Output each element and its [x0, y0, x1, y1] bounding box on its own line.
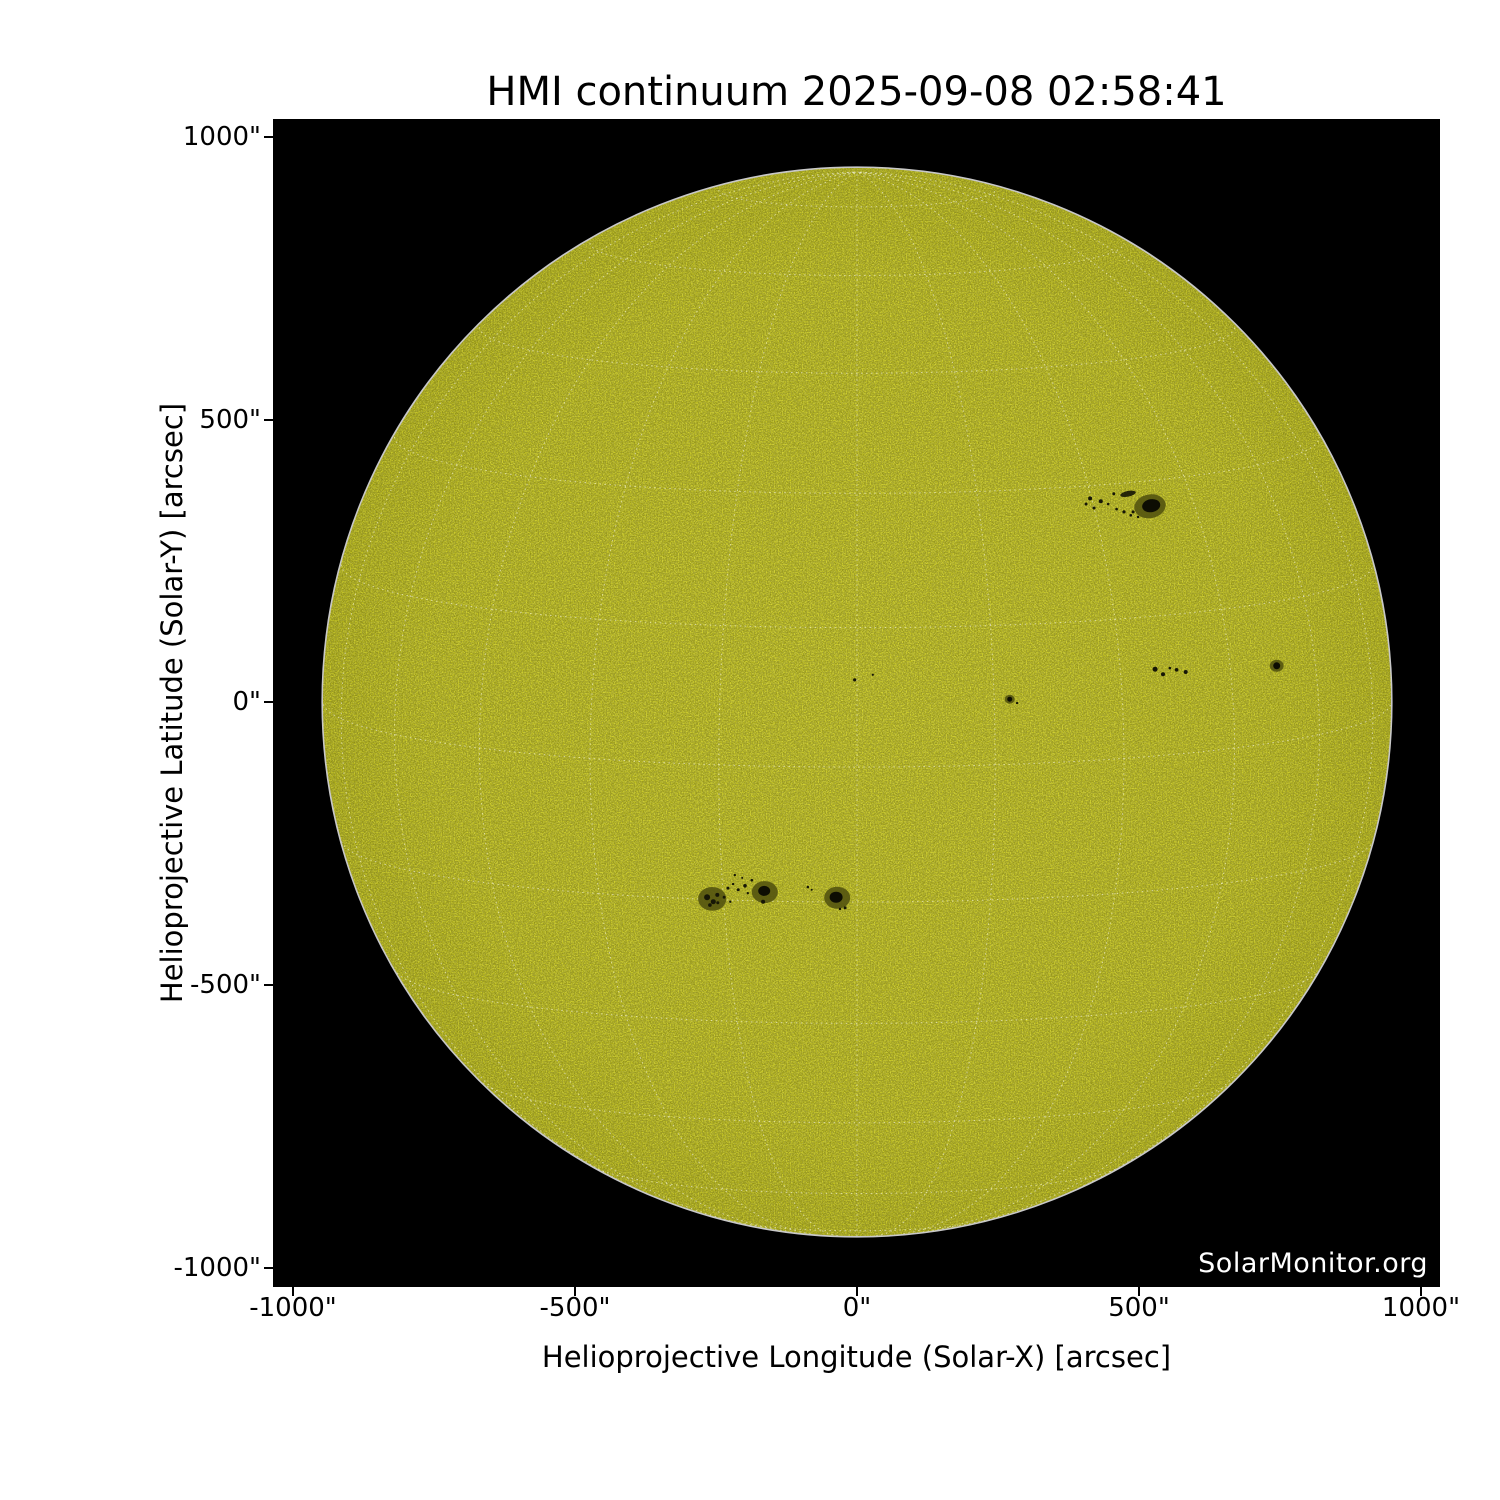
- sunspot-pore: [1115, 507, 1118, 511]
- y-tick-label: -1000": [173, 1253, 261, 1283]
- sunspot-group-disk-center-pores: [853, 673, 874, 682]
- sunspot-umbra: [829, 891, 843, 903]
- sunspot-pore: [736, 888, 740, 892]
- sunspot-group-east-pore-cluster: [1152, 666, 1188, 677]
- y-tick-mark: [264, 136, 273, 138]
- sunspot-pore: [761, 899, 766, 904]
- sunspot-pore: [729, 900, 732, 903]
- sunspot-pore: [1098, 499, 1103, 504]
- sunspot-pore: [1174, 668, 1179, 672]
- sunspot-pore: [1161, 672, 1165, 677]
- x-axis-label: Helioprojective Longitude (Solar-X) [arc…: [541, 1340, 1172, 1374]
- sunspot-pore: [1136, 515, 1140, 519]
- y-tick-mark: [264, 984, 273, 986]
- sunspot-pore: [1152, 666, 1158, 672]
- x-tick-label: 1000": [1381, 1293, 1461, 1323]
- sunspot-pore: [1122, 510, 1126, 514]
- y-tick-label: 500": [199, 405, 261, 435]
- sunspot-pore: [1131, 510, 1135, 514]
- sunspot-penumbra: [698, 887, 727, 911]
- sunspot-pore: [1092, 506, 1096, 510]
- sunspot-pore: [722, 895, 726, 899]
- sunspot-pore: [1106, 502, 1110, 506]
- sunspot-pore: [853, 678, 857, 682]
- y-tick-label: -500": [190, 970, 261, 1000]
- sunspot-pore: [1015, 701, 1019, 705]
- sunspot-pore: [1088, 496, 1093, 501]
- disk-grain-light: [323, 168, 1391, 1236]
- sunspot-pore: [806, 885, 810, 889]
- sunspot-umbra: [758, 885, 771, 896]
- sunspot-pore: [710, 899, 716, 905]
- heliographic-grid: [323, 171, 1391, 1236]
- sunspot-pore: [1168, 666, 1172, 670]
- sunspot-pore: [741, 876, 744, 879]
- sunspot-pore: [726, 886, 730, 890]
- sunspot-pore: [715, 892, 720, 897]
- x-tick-mark: [856, 1287, 858, 1296]
- sunspot-group-east-limb-spot: [1269, 659, 1284, 672]
- sunspot-umbra: [1007, 696, 1013, 702]
- sunspot-pore: [746, 892, 749, 895]
- x-tick-mark: [1420, 1287, 1422, 1296]
- x-tick-label: 0": [842, 1293, 872, 1323]
- x-tick-label: -500": [539, 1293, 611, 1323]
- sunspot-umbra: [1120, 490, 1136, 497]
- sunspot-pore: [716, 901, 720, 905]
- figure-title: HMI continuum 2025-09-08 02:58:41: [486, 69, 1227, 115]
- sunspot-pore: [838, 907, 842, 911]
- x-tick-mark: [292, 1287, 294, 1296]
- solar-limb-rim: [321, 166, 1393, 1238]
- watermark: SolarMonitor.org: [1198, 1248, 1428, 1280]
- x-tick-mark: [574, 1287, 576, 1296]
- y-tick-label: 1000": [182, 122, 261, 152]
- y-tick-mark: [264, 1267, 273, 1269]
- sunspot-pore: [708, 903, 712, 907]
- solar-disk-image: [273, 119, 1440, 1287]
- sunspot-pore: [733, 873, 736, 877]
- sunspot-pore: [810, 888, 813, 891]
- y-tick-mark: [264, 419, 273, 421]
- x-tick-label: -1000": [249, 1293, 337, 1323]
- sunspot-pore: [731, 882, 735, 886]
- sunspot-pore: [704, 894, 711, 901]
- sunspot-umbra: [1273, 662, 1281, 670]
- sunspot-group-southwest-group: [698, 873, 851, 911]
- sunspot-umbra: [1142, 499, 1161, 513]
- sunspot-group-center-east-spot: [1004, 694, 1019, 705]
- sunspot-group-northeast-group: [1084, 490, 1166, 519]
- y-tick-mark: [264, 701, 273, 703]
- x-tick-mark: [1138, 1287, 1140, 1296]
- sunspot-pore: [1129, 514, 1133, 517]
- sunspot-pore: [743, 884, 747, 888]
- y-tick-label: 0": [232, 687, 261, 717]
- sunspot-pore: [871, 673, 874, 676]
- sunspot-pore: [1183, 670, 1188, 674]
- sunspot-pore: [1112, 492, 1116, 496]
- x-tick-label: 500": [1108, 1293, 1170, 1323]
- sunspot-pore: [843, 906, 847, 910]
- sunspot-pore: [750, 878, 754, 882]
- sunspot-pore: [1084, 502, 1088, 506]
- sunspot-layer: [698, 490, 1284, 911]
- plot-area: SolarMonitor.org: [273, 119, 1440, 1287]
